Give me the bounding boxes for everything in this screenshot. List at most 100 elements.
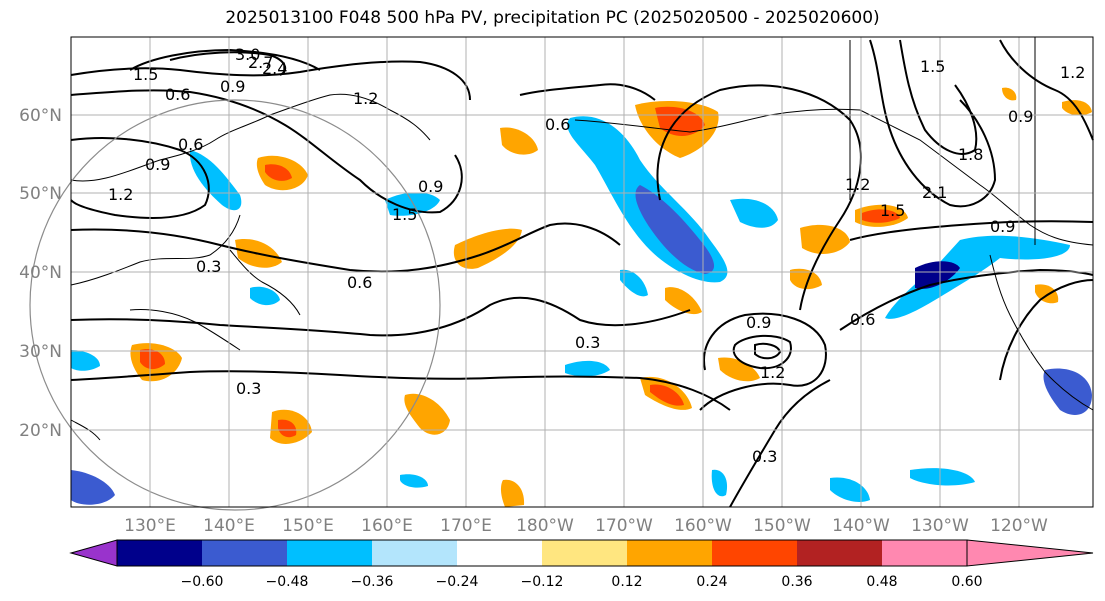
colorbar-tick-label: 0.48 (866, 574, 897, 590)
contour-label: 0.9 (220, 77, 245, 96)
pv-contour (699, 312, 827, 411)
pv-contour (849, 220, 1094, 241)
contour-label: 0.6 (850, 310, 875, 329)
precip-blob (1043, 368, 1092, 415)
precip-blob (655, 106, 705, 136)
contour-label: 0.3 (752, 447, 777, 466)
pv-contour (839, 268, 1094, 331)
pv-contour (999, 279, 1094, 381)
lon-label: 140°E (203, 516, 255, 536)
pv-contour (70, 370, 731, 411)
precip-blob (140, 349, 165, 370)
precip-blob (650, 384, 684, 406)
contour-label: 1.5 (392, 205, 417, 224)
colorbar-segment (882, 540, 967, 566)
contour-label: 1.5 (880, 201, 905, 220)
pv-contour (999, 39, 1094, 141)
pv-contour (899, 39, 978, 155)
colorbar-outline (116, 539, 968, 567)
colorbar-segment (457, 540, 542, 566)
contour-label: 1.2 (353, 89, 378, 108)
contour-label: 2.7 (248, 53, 273, 72)
precip-blob (885, 235, 1070, 319)
pv-contours (70, 39, 1094, 508)
coastline (70, 214, 241, 286)
contour-label: 1.2 (108, 185, 133, 204)
colorbar: −0.60 −0.48 −0.36 −0.24 −0.12 0.12 0.24 … (69, 539, 1094, 590)
contour-label: 0.9 (145, 155, 170, 174)
colorbar-tick-label: 0.12 (611, 574, 642, 590)
precip-blob (910, 468, 975, 486)
colorbar-tick-label: −0.48 (266, 574, 309, 590)
precip-blob (71, 470, 115, 505)
precip-blob (730, 198, 778, 228)
contour-label: 1.2 (1060, 63, 1085, 82)
coastline (859, 109, 1094, 246)
precip-blob (71, 350, 100, 371)
precip-blob (385, 192, 440, 216)
colorbar-extend-low (69, 539, 118, 567)
lon-label: 130°E (124, 516, 176, 536)
lat-label: 20°N (19, 421, 62, 441)
colorbar-segment (117, 540, 202, 566)
contour-label: 1.2 (845, 175, 870, 194)
colorbar-tick-label: −0.24 (436, 574, 479, 590)
map-frame (70, 36, 1094, 508)
pv-contour (732, 334, 792, 370)
precip-blob (404, 393, 450, 435)
colorbar-tick-label: 0.24 (696, 574, 727, 590)
precip-blob (620, 269, 648, 297)
lon-label: 150°E (282, 516, 334, 536)
precip-blob (635, 185, 715, 274)
pv-contour (754, 342, 782, 360)
colorbar-extend-high (966, 539, 1094, 567)
lon-label: 170°W (595, 516, 653, 536)
lat-label: 30°N (19, 342, 62, 362)
colorbar-tick-label: −0.36 (351, 574, 394, 590)
pv-contour (869, 39, 997, 208)
precip-blob (800, 224, 850, 254)
pv-contour (656, 84, 862, 311)
coastline (229, 249, 301, 316)
contour-labels: 3.0 2.7 2.4 1.5 1.2 0.9 0.6 0.3 0.6 0.9 … (108, 45, 1085, 466)
contour-label: 0.3 (236, 379, 261, 398)
precip-blob (665, 287, 702, 315)
contour-label: 0.9 (1008, 107, 1033, 126)
colorbar-segment (712, 540, 797, 566)
precip-blob (400, 474, 428, 488)
precip-blob (500, 127, 538, 155)
colorbar-tick-label: 0.36 (781, 574, 812, 590)
colorbar-tick-label: −0.12 (521, 574, 564, 590)
contour-label: 2.1 (922, 183, 947, 202)
pv-contour (70, 60, 471, 101)
precip-blob (915, 261, 960, 289)
contour-label: 1.5 (133, 65, 158, 84)
pv-contour (519, 83, 656, 101)
colorbar-segment (797, 540, 882, 566)
contour-label: 3.0 (235, 45, 260, 64)
lat-label: 40°N (19, 263, 62, 283)
coastline (70, 419, 101, 441)
longitude-labels: 130°E 140°E 150°E 160°E 170°E 180°W 170°… (124, 516, 1048, 536)
lon-label: 160°W (674, 516, 732, 536)
precip-blob (265, 164, 292, 181)
contour-label: 0.6 (165, 85, 190, 104)
contour-label: 1.5 (920, 57, 945, 76)
colorbar-tick-label: −0.60 (181, 574, 224, 590)
colorbar-segment (202, 540, 287, 566)
latitude-labels: 60°N 50°N 40°N 30°N 20°N (19, 106, 62, 441)
reference-circle (29, 99, 441, 511)
contour-label: 0.9 (746, 313, 771, 332)
contour-label: 1.8 (958, 145, 983, 164)
lon-label: 150°W (753, 516, 811, 536)
coastline (574, 108, 861, 133)
precip-blob (790, 268, 822, 290)
colorbar-segment (542, 540, 627, 566)
precip-blob (830, 477, 870, 502)
precip-blob (250, 286, 280, 306)
colorbar-ticks: −0.60 −0.48 −0.36 −0.24 −0.12 0.12 0.24 … (181, 574, 983, 590)
contour-label: 0.9 (990, 217, 1015, 236)
grid-lines (71, 37, 1093, 507)
contour-label: 1.2 (760, 363, 785, 382)
